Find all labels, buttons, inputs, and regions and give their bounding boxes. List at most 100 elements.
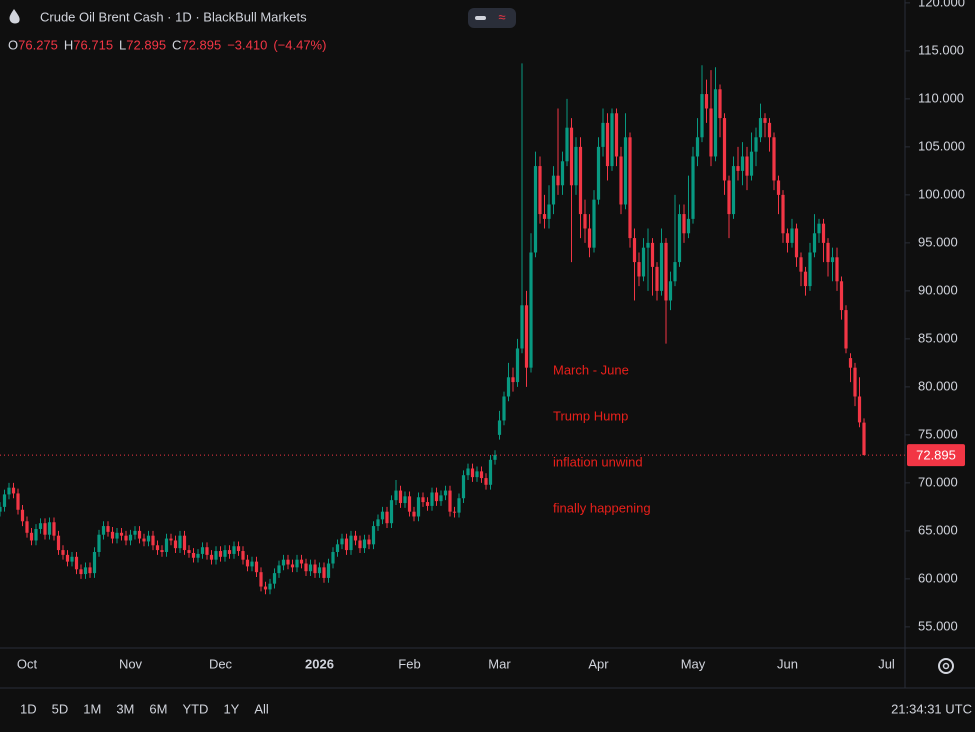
- candle-body: [592, 199, 596, 248]
- legend-value: 72.895: [181, 37, 221, 52]
- candle-body: [439, 495, 443, 502]
- candle-body: [7, 487, 11, 495]
- candle-body: [587, 228, 592, 248]
- ohlc-legend: O 76.275 H 76.715 L 72.895 C 72.895 −3.410 (−4.47…: [8, 37, 326, 52]
- legend-change: −3.410: [227, 37, 267, 52]
- legend-value: 76.715: [73, 37, 113, 52]
- plot-area: [0, 63, 905, 595]
- candle-body: [628, 137, 632, 239]
- legend-value: 72.895: [126, 37, 166, 52]
- range-button[interactable]: YTD: [182, 701, 208, 716]
- candle-body: [268, 583, 272, 590]
- candle-body: [790, 228, 794, 243]
- candle-body: [331, 552, 335, 564]
- candle-body: [736, 166, 740, 171]
- annotation-text: Trump Hump: [553, 408, 628, 423]
- candle-body: [281, 559, 286, 566]
- range-button[interactable]: 1D: [20, 701, 37, 716]
- annotation-text: March - June: [553, 362, 629, 377]
- x-tick-label: May: [681, 656, 706, 671]
- candle-body: [547, 204, 551, 219]
- candle-body: [250, 561, 254, 567]
- candle-body: [115, 532, 119, 539]
- candle-body: [38, 523, 43, 529]
- candle-body: [137, 530, 142, 539]
- y-tick-label: 90.000: [918, 282, 958, 297]
- header-buttons[interactable]: [468, 8, 516, 28]
- candle-body: [434, 492, 439, 502]
- candle-body: [610, 113, 614, 167]
- candle-body: [713, 89, 718, 157]
- candle-body: [727, 180, 731, 215]
- candle-body: [668, 281, 673, 301]
- candle-body: [452, 511, 457, 513]
- candle-body: [164, 538, 169, 552]
- candle-body: [772, 137, 776, 181]
- candle-body: [556, 175, 560, 186]
- candle-body: [223, 550, 227, 557]
- candle-body: [430, 492, 434, 506]
- legend-key: C: [172, 37, 181, 52]
- range-button[interactable]: All: [254, 701, 269, 716]
- x-tick-label: Oct: [17, 656, 38, 671]
- candle-body: [745, 156, 749, 176]
- candle-body: [776, 180, 781, 195]
- candle-body: [443, 490, 448, 496]
- legend-key: L: [119, 37, 126, 52]
- chart-title: Crude Oil Brent Cash · 1D · BlackBull Ma…: [40, 9, 307, 24]
- range-button[interactable]: 5D: [52, 701, 69, 716]
- candle-body: [227, 550, 232, 554]
- range-button[interactable]: 3M: [116, 701, 134, 716]
- candle-body: [322, 567, 326, 578]
- candle-body: [146, 535, 151, 542]
- candle-body: [124, 535, 128, 541]
- candle-body: [781, 194, 785, 234]
- candle-body: [862, 422, 866, 456]
- candle-body: [308, 564, 313, 572]
- candle-body: [385, 511, 389, 524]
- candle-body: [97, 534, 101, 552]
- y-tick-label: 105.000: [918, 138, 965, 153]
- settings-icon[interactable]: [938, 658, 954, 674]
- candle-body: [673, 262, 677, 282]
- candle-body: [259, 572, 263, 587]
- candle-body: [335, 544, 340, 552]
- candle-body: [236, 546, 241, 552]
- candle-body: [340, 538, 344, 545]
- candle-body: [857, 396, 862, 423]
- candle-body: [92, 552, 97, 574]
- candle-body: [106, 526, 110, 532]
- candle-body: [2, 494, 7, 507]
- range-button[interactable]: 1Y: [223, 701, 239, 716]
- candle-body: [155, 545, 160, 551]
- y-tick-label: 85.000: [918, 330, 958, 345]
- y-tick-label: 110.000: [918, 90, 964, 105]
- candle-body: [475, 471, 479, 478]
- candle-body: [380, 511, 385, 520]
- candle-body: [542, 214, 547, 219]
- range-button[interactable]: 6M: [149, 701, 167, 716]
- candle-body: [808, 252, 812, 287]
- candle-body: [497, 420, 502, 435]
- x-tick-label: Jul: [878, 656, 895, 671]
- candle-body: [398, 490, 403, 504]
- candle-body: [317, 567, 322, 574]
- candle-body: [169, 538, 173, 541]
- candle-body: [466, 468, 470, 476]
- candle-body: [416, 497, 421, 517]
- candle-body: [349, 535, 353, 551]
- candle-body: [362, 539, 367, 549]
- candle-body: [637, 262, 641, 277]
- candle-body: [551, 175, 556, 205]
- candle-body: [524, 305, 529, 368]
- candle-body: [218, 551, 223, 557]
- candle-body: [178, 535, 182, 549]
- candle-body: [682, 214, 686, 234]
- candle-body: [659, 242, 664, 291]
- candle-body: [844, 310, 848, 349]
- candle-body: [614, 113, 619, 157]
- range-button[interactable]: 1M: [83, 701, 101, 716]
- y-tick-label: 75.000: [918, 426, 958, 441]
